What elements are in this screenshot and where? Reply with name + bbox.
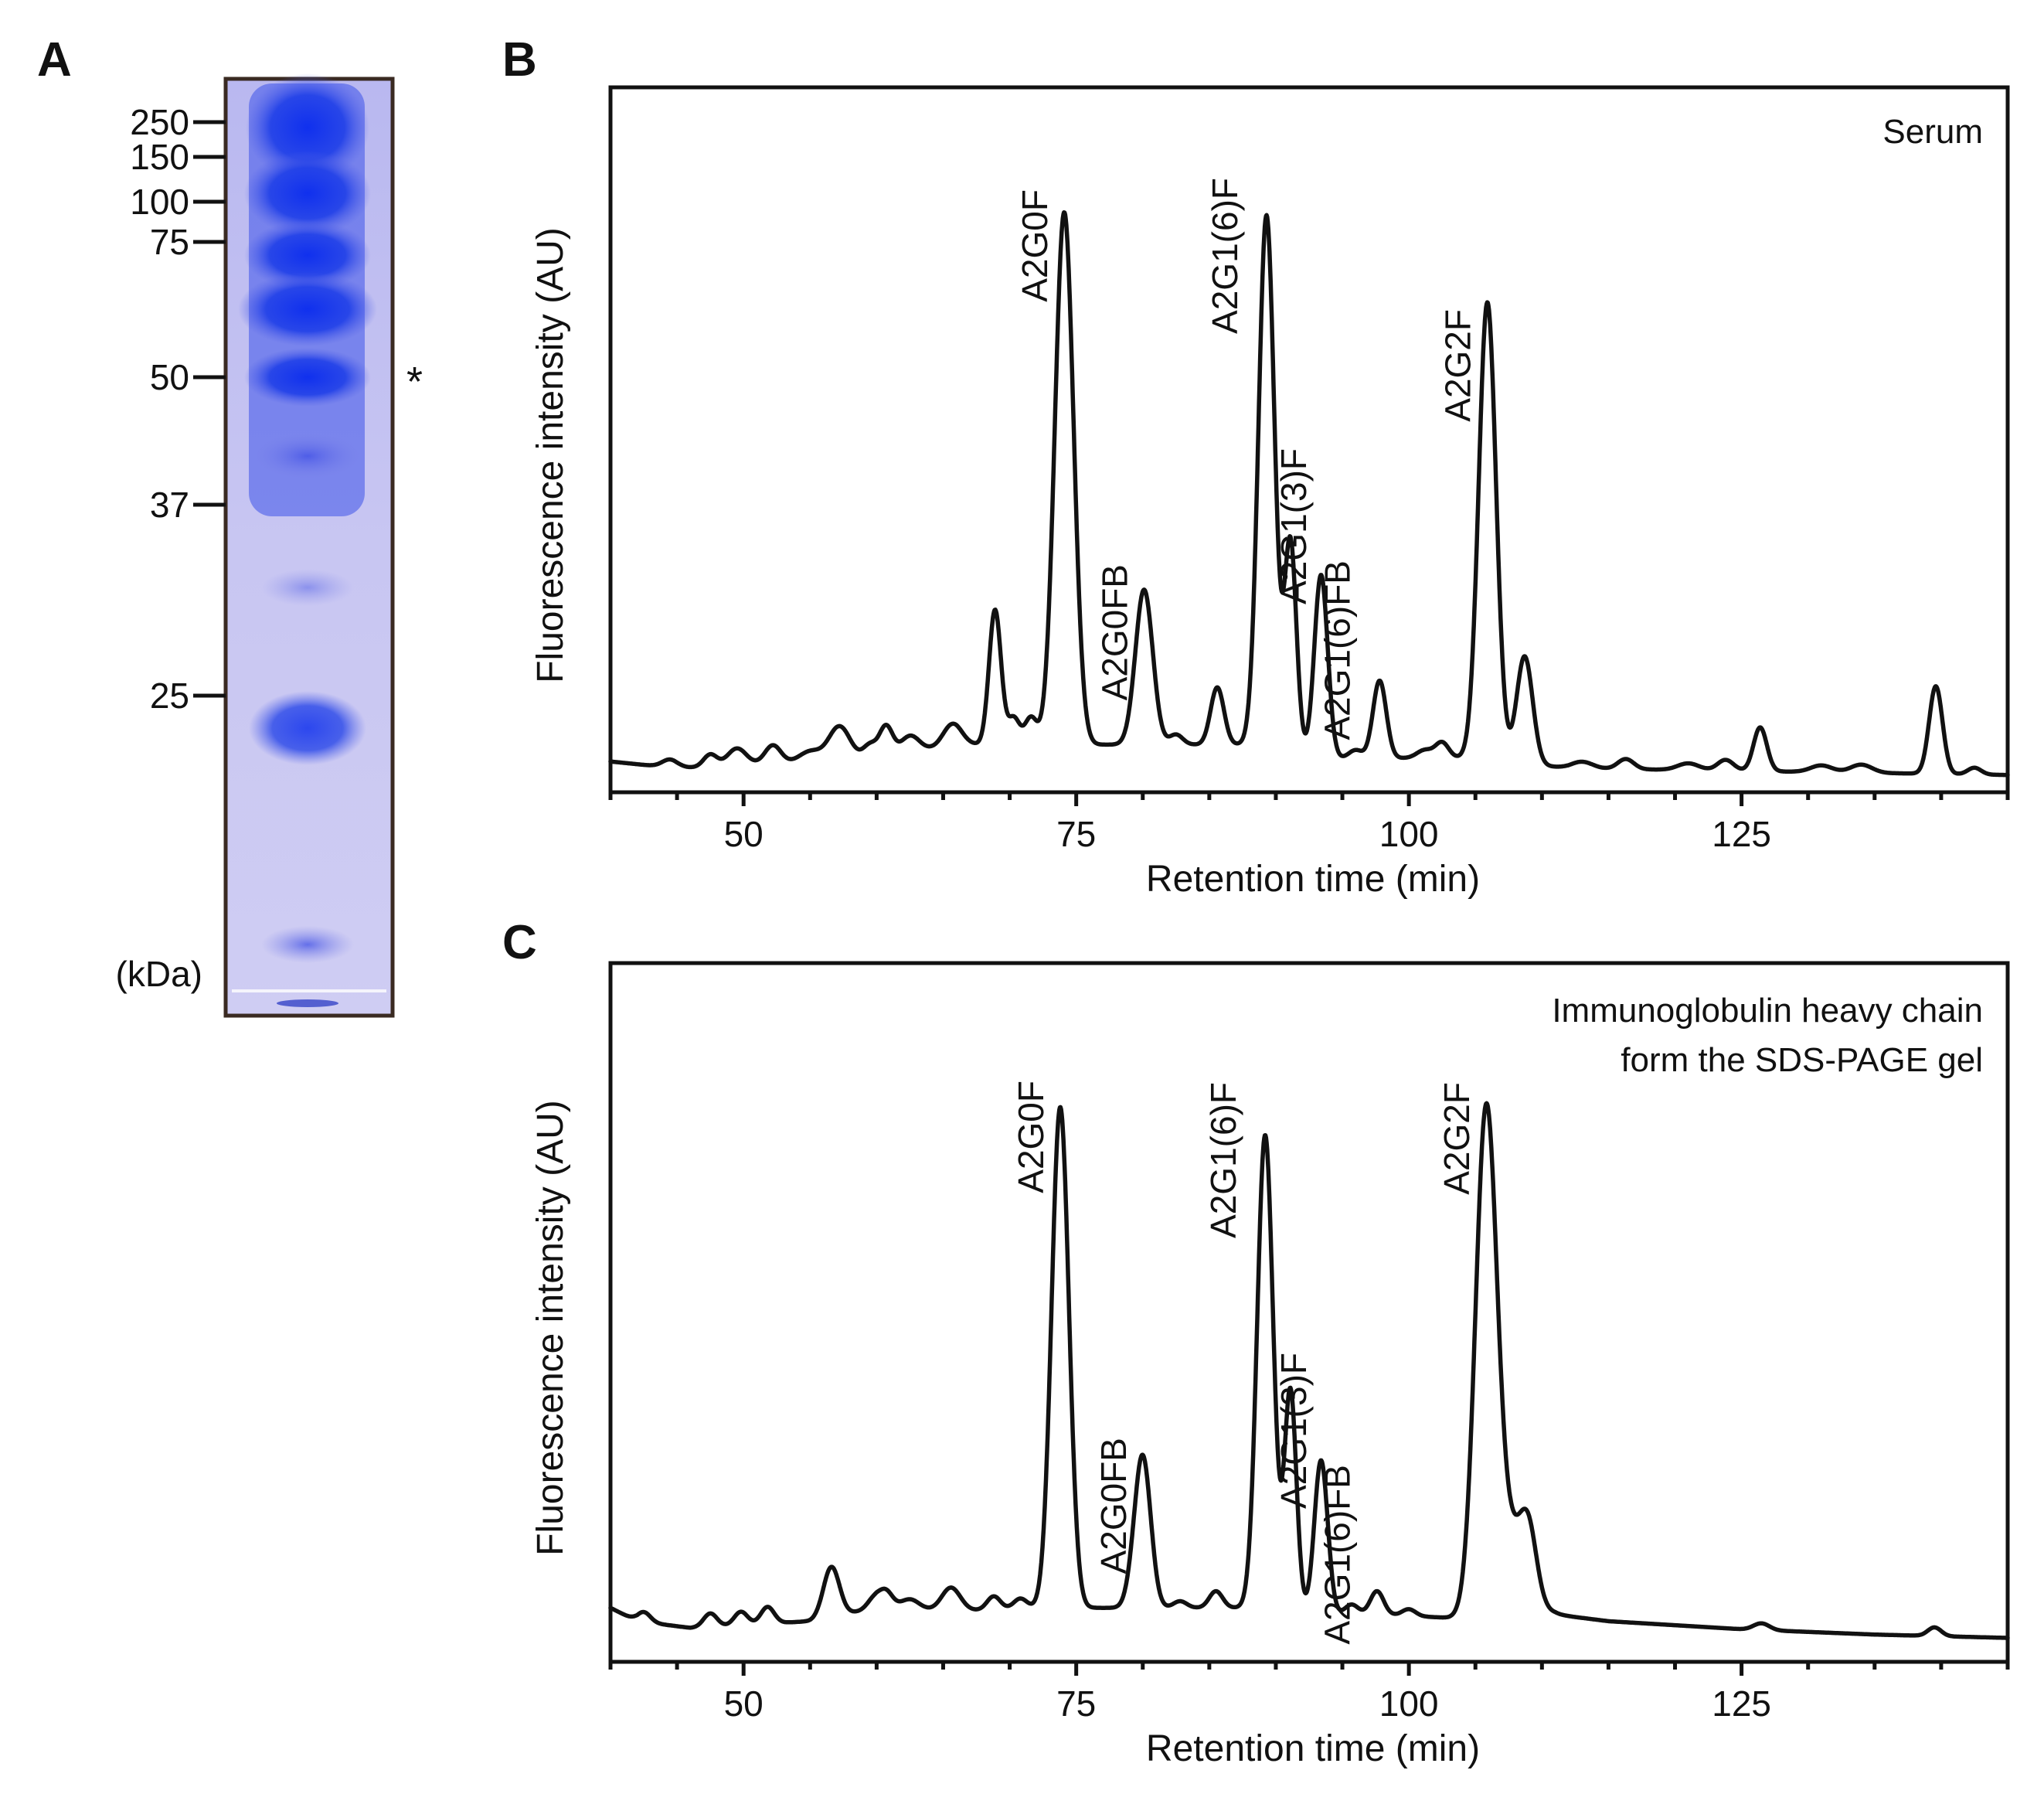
gel-band-25 <box>249 691 366 765</box>
gel-marker-label: 75 <box>150 222 189 262</box>
x-tick-label: 100 <box>1379 1683 1439 1724</box>
panel-letter-c: C <box>502 916 537 969</box>
chart-panel-c: 50 75 100 125 Retention time (min) Fluorescen… <box>530 961 2010 1769</box>
x-axis-title: Retention time (min) <box>1146 1728 1480 1769</box>
plot-frame <box>608 85 2010 795</box>
x-tick-label: 75 <box>1056 1683 1096 1724</box>
y-axis-title: Fluorescence intensity (AU) <box>530 227 571 683</box>
x-tick-label: 50 <box>724 1683 764 1724</box>
x-tick-label: 100 <box>1379 814 1439 854</box>
gel-band-250 <box>246 73 369 182</box>
gel-marker-label: 250 <box>130 102 189 142</box>
gel-marker-label: 50 <box>150 357 189 397</box>
x-tick-label: 125 <box>1712 814 1771 854</box>
gel-marker-label: 25 <box>150 676 189 716</box>
gel-asterisk: * <box>406 359 423 405</box>
gel-band-low <box>261 926 354 963</box>
gel-marker-label: 150 <box>130 137 189 177</box>
x-tick-label: 75 <box>1056 814 1096 854</box>
gel-marker-label: 37 <box>150 485 189 525</box>
y-axis-title: Fluorescence intensity (AU) <box>530 1100 571 1556</box>
peak-label: A2G2F <box>1437 1082 1477 1195</box>
peak-label: A2G1(6)FB <box>1317 560 1357 740</box>
peak-label: A2G1(6)F <box>1203 1082 1243 1238</box>
peak-label: A2G1(3)F <box>1274 448 1314 604</box>
gel-band-33 <box>261 569 354 606</box>
gel-unit-label: (kDa) <box>116 954 202 994</box>
peak-label: A2G1(3)F <box>1274 1353 1314 1509</box>
peak-label: A2G0F <box>1011 1081 1051 1193</box>
x-axis-title: Retention time (min) <box>1146 859 1480 900</box>
peak-label: A2G0FB <box>1094 564 1134 700</box>
gel-band-150 <box>244 151 371 236</box>
x-tick-label: 50 <box>724 814 764 854</box>
x-tick-label: 125 <box>1712 1683 1771 1724</box>
gel-band-75 <box>244 220 371 290</box>
gel-band-60 <box>238 272 377 346</box>
peak-label: A2G0F <box>1015 189 1055 302</box>
panel-title: Serum <box>1882 113 1983 151</box>
peak-label: A2G0FB <box>1093 1438 1134 1574</box>
panel-letter-b: B <box>502 33 537 87</box>
plot-frame <box>608 961 2010 1664</box>
gel-band-40 <box>253 433 362 479</box>
panel-title: form the SDS-PAGE gel <box>1621 1041 1983 1079</box>
chromatogram-trace <box>608 210 2010 778</box>
peak-label: A2G2F <box>1438 309 1478 422</box>
peak-label: A2G1(6)FB <box>1317 1465 1357 1645</box>
chart-panel-b: 50 75 100 125 Retention time (min) Fluorescen… <box>530 85 2010 900</box>
gel-band-50 <box>244 348 371 407</box>
gel-marker-label: 100 <box>130 182 189 222</box>
peak-label: A2G1(6)F <box>1205 178 1245 334</box>
panel-title: Immunoglobulin heavy chain <box>1552 992 1983 1030</box>
panel-letter-a: A <box>37 33 72 87</box>
gel-dye-front <box>277 999 338 1007</box>
chromatogram-trace <box>608 1101 2010 1640</box>
